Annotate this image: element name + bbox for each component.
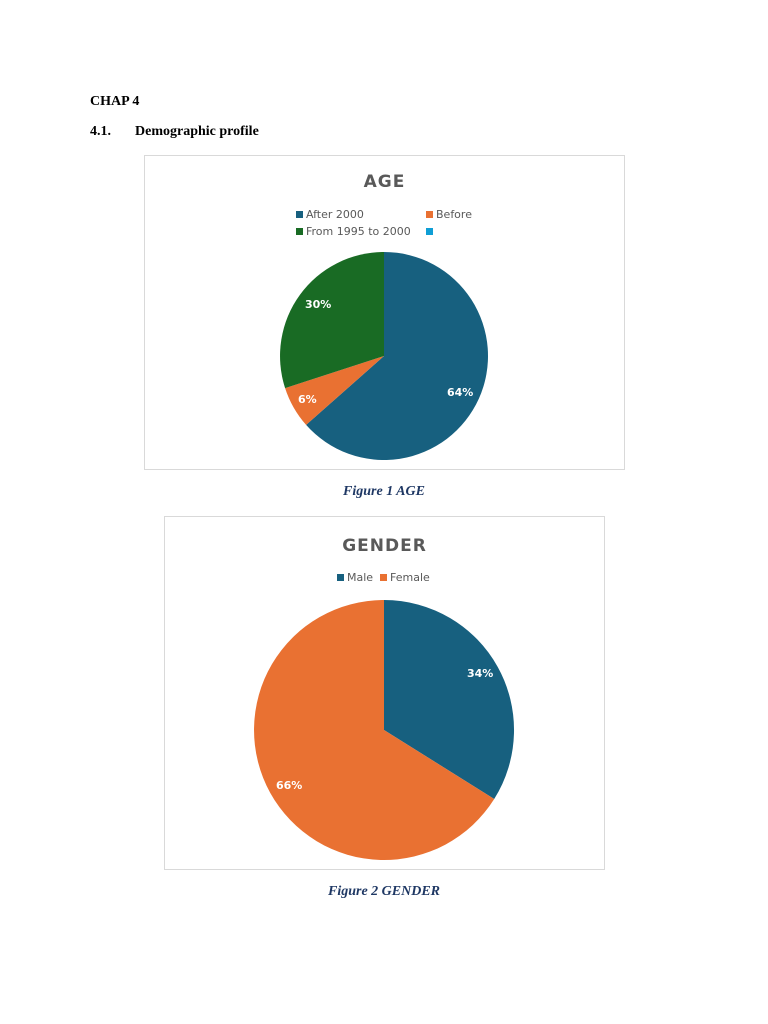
chart-title: GENDER (342, 536, 427, 556)
age-chart: AGE After 2000 Before From 1995 to 2000 … (144, 155, 625, 470)
slice-after-2000 (306, 252, 489, 460)
data-label: 64% (447, 386, 473, 399)
data-label: 6% (298, 393, 317, 406)
slice-male (384, 600, 515, 799)
gender-chart: GENDER Male Female 34% 66% (164, 516, 605, 870)
chart-title: AGE (363, 172, 406, 192)
section-heading: 4.1. Demographic profile (90, 124, 259, 140)
chapter-heading: CHAP 4 (90, 94, 140, 109)
section-number: 4.1. (90, 124, 111, 139)
legend-swatch (296, 227, 303, 235)
legend-swatch (380, 573, 387, 581)
data-label: 66% (276, 779, 302, 792)
legend-item-unlabeled (426, 225, 436, 238)
legend-item-1995-2000: From 1995 to 2000 (296, 225, 411, 238)
legend-item-after-2000: After 2000 (296, 208, 364, 221)
legend-swatch (426, 227, 433, 235)
legend-swatch (296, 210, 303, 218)
figure-caption: Figure 1 AGE (343, 484, 425, 499)
slice-before (285, 356, 384, 425)
section-title: Demographic profile (135, 124, 259, 139)
legend-swatch (426, 210, 433, 218)
figure-caption: Figure 2 GENDER (327, 884, 441, 899)
legend-item-male: Male (337, 571, 373, 584)
data-label: 30% (305, 298, 331, 311)
gender-pie: 34% 66% (254, 600, 515, 860)
data-label: 34% (467, 667, 493, 680)
legend-swatch (337, 573, 344, 581)
chart-legend: Male Female (337, 571, 457, 587)
age-pie: 64% 6% 30% (280, 252, 489, 460)
slice-1995-2000 (280, 252, 384, 389)
chart-legend: After 2000 Before From 1995 to 2000 (296, 208, 496, 242)
legend-item-female: Female (380, 571, 430, 584)
legend-item-before: Before (426, 208, 472, 221)
slice-female (254, 600, 495, 860)
